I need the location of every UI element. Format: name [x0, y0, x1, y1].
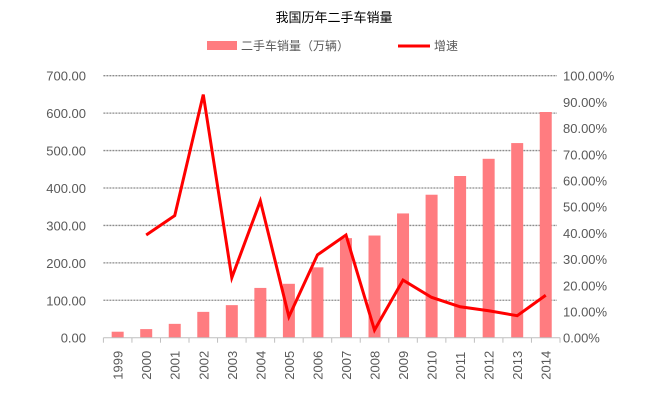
x-tick-label: 2010 [425, 351, 440, 380]
y-right-tick-label: 50.00% [563, 200, 608, 215]
x-tick-label: 2008 [368, 351, 383, 380]
y-right-tick-label: 10.00% [563, 305, 608, 320]
x-tick-label: 2006 [310, 351, 325, 380]
bar-2001 [168, 323, 181, 338]
x-tick-label: 2005 [282, 351, 297, 380]
bar-1999 [111, 331, 124, 338]
legend: 二手车销量（万辆） 增速 [207, 38, 458, 53]
y-right-tick-label: 40.00% [563, 226, 608, 241]
y-left-tick-label: 400.00 [46, 181, 86, 196]
x-tick-label: 2014 [539, 351, 554, 380]
x-tick-label: 2003 [225, 351, 240, 380]
bar-2006 [311, 267, 324, 338]
x-tick-label: 2004 [253, 351, 268, 380]
bar-2009 [397, 213, 410, 338]
bar-2000 [140, 329, 153, 338]
bar-2002 [197, 311, 210, 338]
bar-2007 [339, 238, 352, 338]
x-tick-label: 2000 [139, 351, 154, 380]
y-right-tick-label: 100.00% [563, 69, 615, 84]
bar-2014 [539, 112, 552, 338]
y-left-tick-label: 0.00 [61, 331, 86, 346]
y-right-tick-label: 60.00% [563, 174, 608, 189]
y-right-tick-label: 30.00% [563, 252, 608, 267]
bar-2004 [254, 287, 267, 338]
chart-title: 我国历年二手车销量 [275, 10, 392, 26]
x-tick-label: 2007 [339, 351, 354, 380]
x-tick-label: 2011 [453, 352, 468, 380]
y-left-tick-label: 700.00 [46, 69, 86, 84]
legend-label-line: 增速 [434, 39, 458, 53]
y-right-tick-label: 70.00% [563, 147, 608, 162]
y-right-tick-label: 0.00% [563, 331, 600, 346]
x-tick-label: 2001 [168, 351, 183, 380]
legend-swatch-bar [207, 41, 237, 50]
y-left-tick-label: 300.00 [46, 218, 86, 233]
legend-label-bar: 二手车销量（万辆） [241, 38, 349, 53]
x-tick-label: 2009 [396, 351, 411, 380]
bar-2008 [368, 235, 381, 338]
y-left-tick-label: 200.00 [46, 256, 86, 271]
bar-2010 [425, 194, 438, 338]
x-tick-label: 2002 [196, 351, 211, 380]
x-tick-label: 1999 [111, 351, 126, 380]
bar-2012 [482, 158, 495, 338]
y-left-tick-label: 600.00 [46, 106, 86, 121]
x-tick-label: 2013 [510, 351, 525, 380]
y-left-tick-label: 100.00 [46, 293, 86, 308]
bar-2013 [511, 143, 524, 338]
y-left-tick-label: 500.00 [46, 144, 86, 159]
y-right-tick-label: 90.00% [563, 95, 608, 110]
x-tick-label: 2012 [482, 351, 497, 380]
y-right-tick-label: 20.00% [563, 278, 608, 293]
bar-2011 [454, 176, 467, 338]
y-right-tick-label: 80.00% [563, 121, 608, 136]
bar-2003 [225, 305, 238, 338]
